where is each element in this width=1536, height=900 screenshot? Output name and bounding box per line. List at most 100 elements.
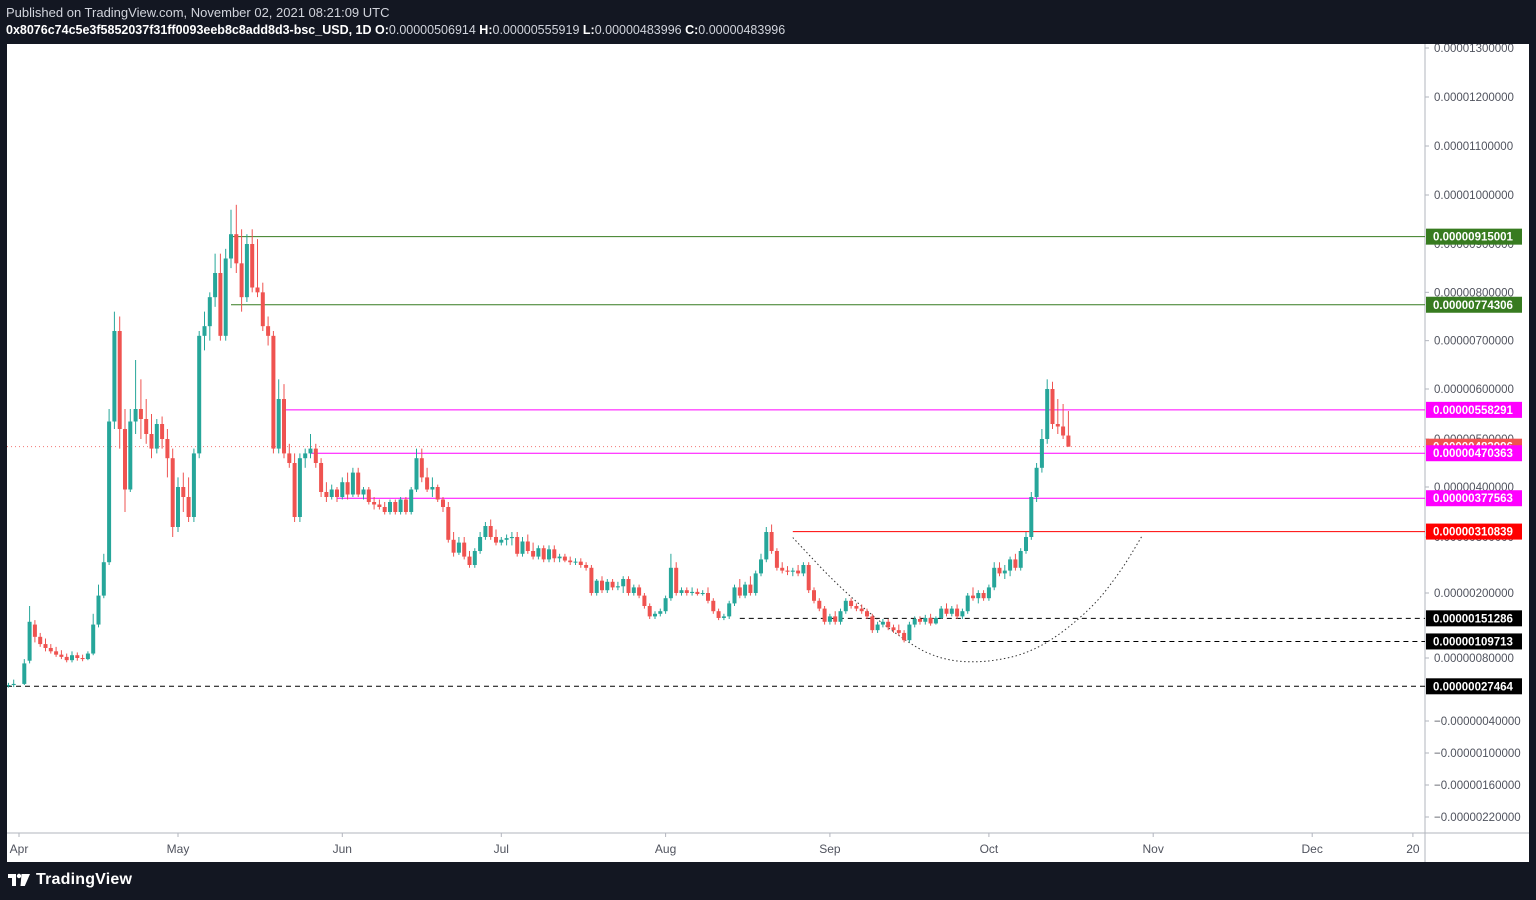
candle-body[interactable] <box>997 567 1002 574</box>
candle-body[interactable] <box>626 579 631 593</box>
candle-body[interactable] <box>101 562 106 596</box>
candle-body[interactable] <box>1050 389 1055 424</box>
candle-body[interactable] <box>446 507 451 540</box>
candle-body[interactable] <box>557 556 562 559</box>
candle-body[interactable] <box>181 487 186 497</box>
candle-body[interactable] <box>340 482 345 497</box>
candle-body[interactable] <box>430 487 435 490</box>
candle-body[interactable] <box>191 453 196 517</box>
candle-body[interactable] <box>822 608 827 622</box>
candle-body[interactable] <box>568 560 573 563</box>
candle-body[interactable] <box>732 587 737 604</box>
candle-body[interactable] <box>462 542 467 557</box>
candle-body[interactable] <box>541 548 546 560</box>
candle-body[interactable] <box>610 581 615 588</box>
candle-body[interactable] <box>308 448 313 454</box>
candle-body[interactable] <box>658 611 663 614</box>
candle-body[interactable] <box>324 492 329 497</box>
candle-body[interactable] <box>1045 389 1050 439</box>
candle-body[interactable] <box>48 647 53 652</box>
candle-body[interactable] <box>976 593 981 599</box>
candle-body[interactable] <box>372 502 377 505</box>
candle-body[interactable] <box>509 537 514 539</box>
candle-body[interactable] <box>393 502 398 512</box>
candle-body[interactable] <box>335 489 339 498</box>
candle-body[interactable] <box>27 621 32 661</box>
candle-body[interactable] <box>870 616 875 631</box>
candle-body[interactable] <box>414 458 419 490</box>
candle-body[interactable] <box>933 617 938 624</box>
candle-body[interactable] <box>547 549 551 560</box>
candle-body[interactable] <box>1024 537 1028 551</box>
candle-body[interactable] <box>409 489 414 513</box>
candle-body[interactable] <box>1029 497 1034 537</box>
candle-body[interactable] <box>600 580 604 591</box>
candle-body[interactable] <box>451 539 456 553</box>
candle-body[interactable] <box>605 581 610 591</box>
candle-body[interactable] <box>170 458 175 527</box>
candle-body[interactable] <box>674 567 679 593</box>
candle-body[interactable] <box>896 630 901 633</box>
candle-body[interactable] <box>319 463 324 492</box>
chart-area[interactable]: 0.00001300000 0.00001200000 0.00001100000 0… <box>7 44 1529 862</box>
candle-body[interactable] <box>711 600 716 612</box>
candle-body[interactable] <box>663 598 668 612</box>
candle-body[interactable] <box>647 606 652 617</box>
candle-body[interactable] <box>902 632 907 641</box>
candle-body[interactable] <box>313 448 318 463</box>
candle-body[interactable] <box>59 654 64 657</box>
candle-body[interactable] <box>266 326 271 336</box>
candle-body[interactable] <box>578 561 583 565</box>
candle-body[interactable] <box>833 616 838 622</box>
candle-body[interactable] <box>154 424 159 449</box>
candle-body[interactable] <box>806 565 811 591</box>
candle-body[interactable] <box>250 244 255 288</box>
candle-body[interactable] <box>642 595 647 606</box>
candle-body[interactable] <box>621 579 626 587</box>
candle-body[interactable] <box>531 551 536 557</box>
candle-body[interactable] <box>886 621 891 628</box>
candle-body[interactable] <box>234 234 239 264</box>
candle-body[interactable] <box>70 655 74 661</box>
candle-body[interactable] <box>748 584 753 593</box>
candle-body[interactable] <box>1013 559 1018 568</box>
candle-body[interactable] <box>965 595 970 612</box>
tradingview-logo[interactable]: TradingView <box>8 871 132 889</box>
candle-body[interactable] <box>1002 570 1007 574</box>
candle-body[interactable] <box>631 587 636 593</box>
candle-body[interactable] <box>345 482 350 495</box>
candle-body[interactable] <box>668 567 673 599</box>
candle-body[interactable] <box>536 548 541 557</box>
candle-body[interactable] <box>425 477 430 490</box>
candle-body[interactable] <box>441 499 445 508</box>
candle-body[interactable] <box>207 297 212 327</box>
candle-body[interactable] <box>472 551 477 565</box>
candle-body[interactable] <box>790 570 795 572</box>
candle-body[interactable] <box>944 608 949 614</box>
candle-body[interactable] <box>992 567 997 588</box>
candle-body[interactable] <box>960 611 965 617</box>
candle-body[interactable] <box>679 590 684 593</box>
candle-body[interactable] <box>419 458 424 478</box>
candle-body[interactable] <box>11 683 16 685</box>
candle-body[interactable] <box>843 600 848 612</box>
candle-body[interactable] <box>695 591 700 595</box>
candle-body[interactable] <box>865 611 869 617</box>
candle-body[interactable] <box>801 565 806 574</box>
candle-body[interactable] <box>478 537 483 551</box>
candle-body[interactable] <box>499 539 504 543</box>
candle-body[interactable] <box>923 617 928 622</box>
candle-body[interactable] <box>456 542 461 553</box>
candle-body[interactable] <box>165 439 170 459</box>
candle-body[interactable] <box>907 624 912 641</box>
candle-body[interactable] <box>356 472 361 495</box>
candle-body[interactable] <box>838 611 843 622</box>
candle-body[interactable] <box>1039 439 1044 468</box>
candle-body[interactable] <box>785 570 790 572</box>
candle-body[interactable] <box>366 489 371 503</box>
candle-body[interactable] <box>690 591 695 593</box>
candle-body[interactable] <box>589 567 594 593</box>
candle-body[interactable] <box>796 570 801 574</box>
candle-body[interactable] <box>891 627 896 631</box>
candle-body[interactable] <box>186 497 191 517</box>
